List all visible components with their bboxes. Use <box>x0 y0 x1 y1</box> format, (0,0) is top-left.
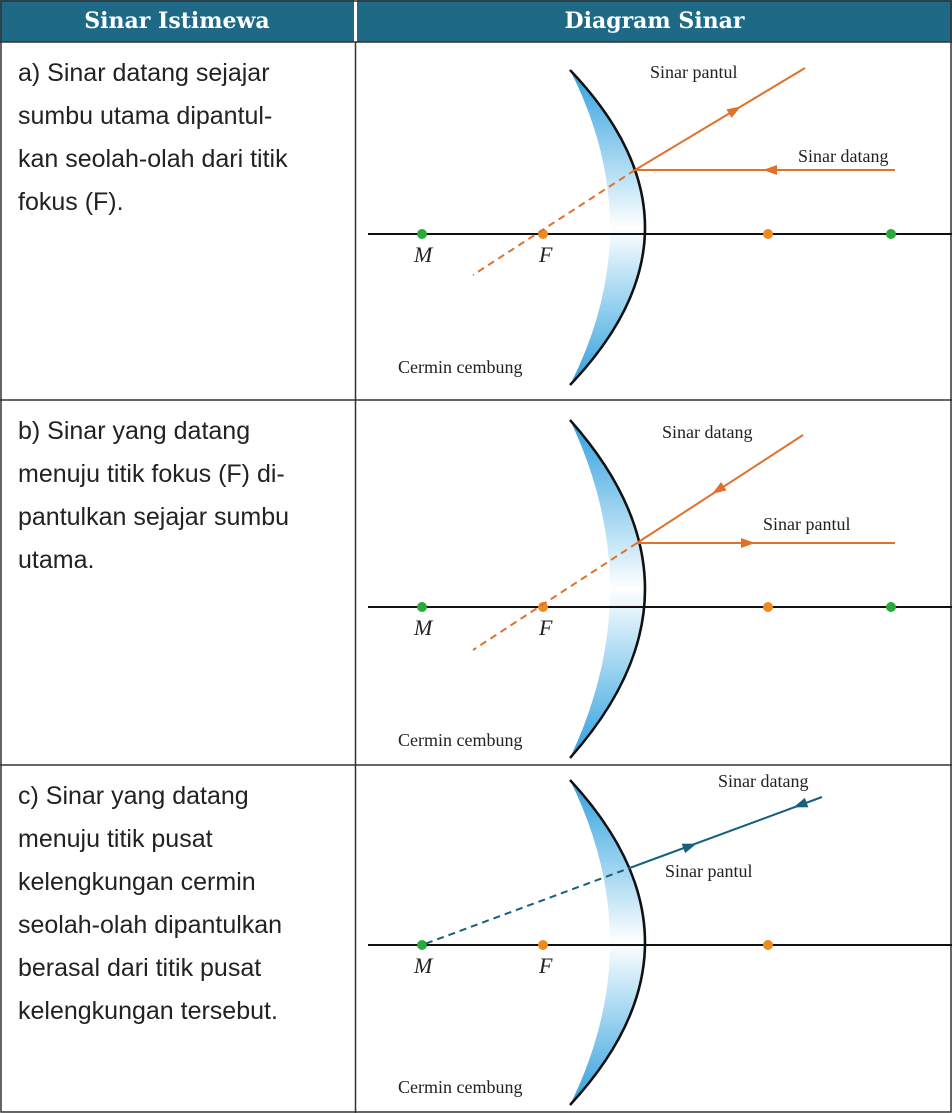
ray-label: Sinar pantul <box>763 514 851 534</box>
description-line: kelengkungan tersebut. <box>18 997 278 1025</box>
point <box>763 940 773 950</box>
point <box>417 229 427 239</box>
point-label: M <box>413 615 434 640</box>
ray-extension <box>472 169 636 276</box>
point-label: F <box>538 615 553 640</box>
row-description: a) Sinar datang sejajar sumbu utama dipan… <box>18 52 288 224</box>
point-label: F <box>538 242 553 267</box>
ray-label: Sinar pantul <box>650 62 738 82</box>
point <box>763 229 773 239</box>
ray-label: Sinar datang <box>718 771 808 791</box>
point <box>538 602 548 612</box>
ray <box>634 67 806 171</box>
description-line: sumbu utama dipantul- <box>18 102 273 130</box>
point-label: M <box>413 953 434 978</box>
description-line: c) Sinar yang datang <box>18 782 249 810</box>
point <box>886 602 896 612</box>
point-label: F <box>538 953 553 978</box>
header-cell: Sinar Istimewa <box>0 0 354 42</box>
ray-arrow <box>763 165 777 175</box>
description-line: berasal dari titik pusat <box>18 954 262 982</box>
row-description: b) Sinar yang datang menuju titik fokus (… <box>18 410 289 582</box>
description-line: b) Sinar yang datang <box>18 417 251 445</box>
mirror-label: Cermin cembung <box>398 730 522 750</box>
ray-label: Sinar datang <box>798 146 888 166</box>
row-description: c) Sinar yang datang menuju titik pusat ke… <box>18 775 282 1033</box>
ray-label: Sinar datang <box>662 422 752 442</box>
mirror-label: Cermin cembung <box>398 1077 522 1097</box>
ray-label: Sinar pantul <box>665 861 753 881</box>
ray-arrow <box>741 538 755 548</box>
header-cell: Diagram Sinar <box>357 0 952 42</box>
mirror-label: Cermin cembung <box>398 357 522 377</box>
mirror-surface <box>569 779 647 1106</box>
description-line: menuju titik fokus (F) di- <box>18 460 285 488</box>
ray-arrow <box>726 106 742 118</box>
description-line: pantulkan sejajar sumbu <box>18 503 289 531</box>
point-label: M <box>413 242 434 267</box>
description-line: kan seolah-olah dari titik <box>18 145 288 173</box>
point <box>886 229 896 239</box>
description-line: menuju titik pusat <box>18 825 213 853</box>
ray-arrow <box>712 481 727 494</box>
mirror-surface <box>569 69 647 386</box>
point <box>417 940 427 950</box>
ray-extension <box>472 542 638 651</box>
ray-extension <box>421 865 636 946</box>
description-line: a) Sinar datang sejajar <box>18 59 270 87</box>
mirror-surface <box>569 419 647 759</box>
ray <box>634 796 823 867</box>
point <box>417 602 427 612</box>
point <box>538 940 548 950</box>
description-line: utama. <box>18 546 95 574</box>
ray-arrow <box>681 843 697 854</box>
point <box>763 602 773 612</box>
description-line: seolah-olah dipantulkan <box>18 911 283 939</box>
description-line: fokus (F). <box>18 188 124 216</box>
description-line: kelengkungan cermin <box>18 868 256 896</box>
ray-arrow <box>793 797 809 808</box>
